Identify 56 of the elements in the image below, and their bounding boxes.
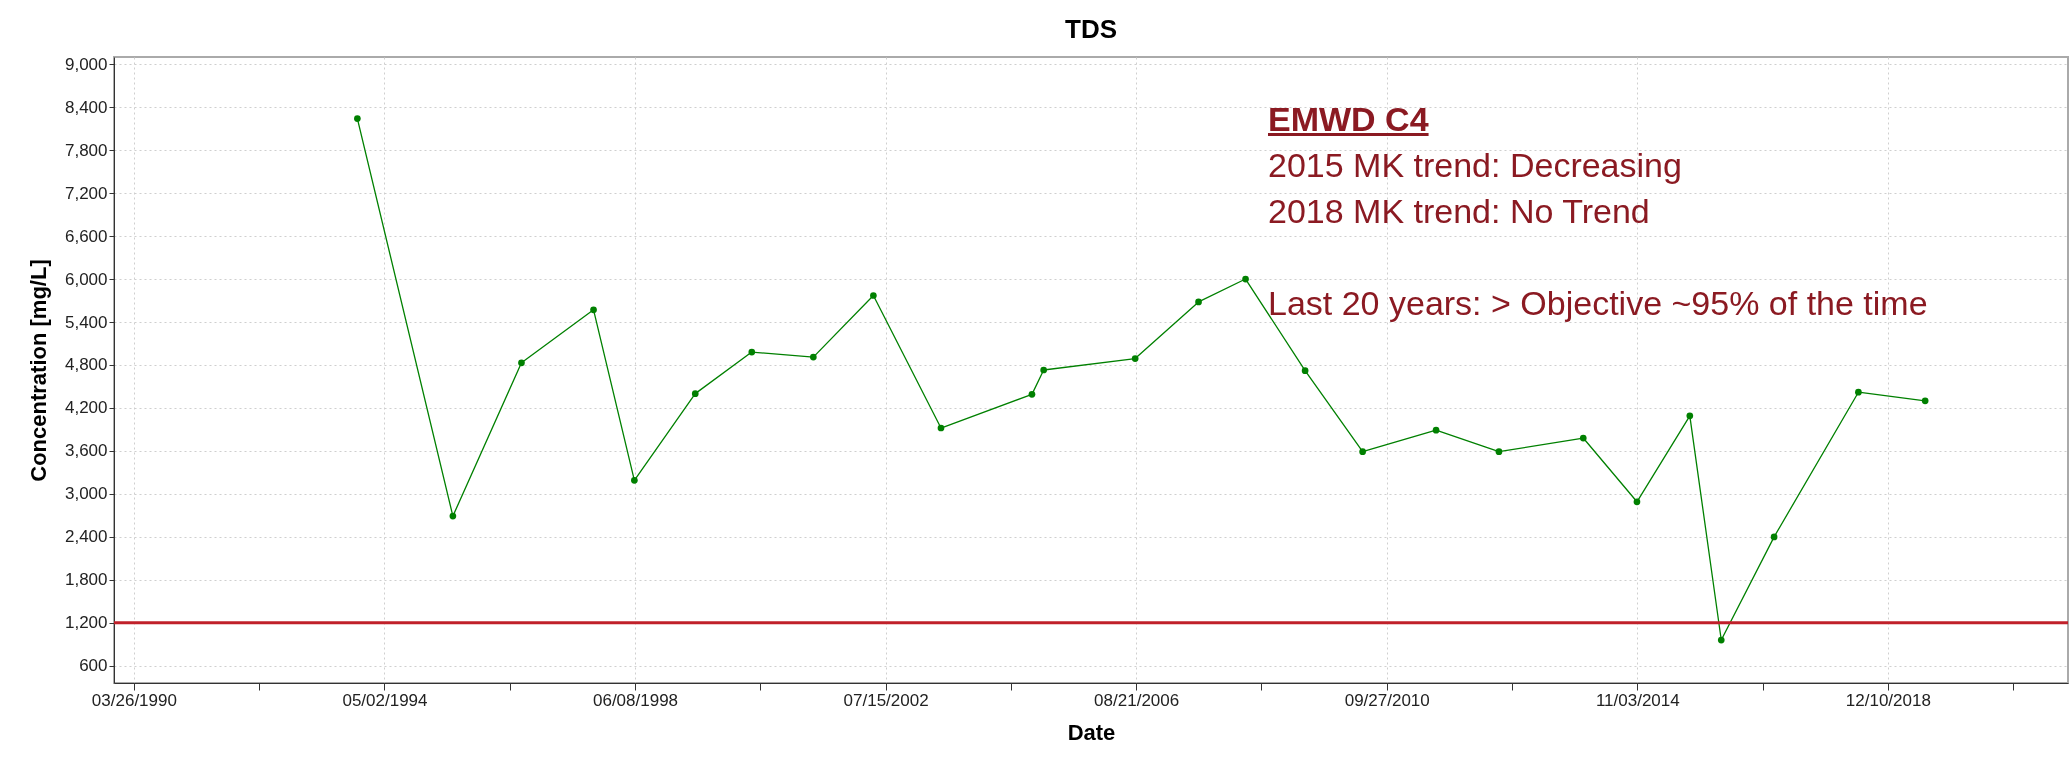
point <box>1432 426 1440 434</box>
y-tick-label: 6,000 <box>64 269 108 289</box>
chart-title: TDS <box>1065 14 1117 45</box>
point <box>631 476 638 484</box>
y-tick-label: 3,600 <box>64 441 108 461</box>
point <box>1855 388 1862 396</box>
y-tick-label: 600 <box>79 656 108 676</box>
x-tick-label: 11/03/2014 <box>1595 690 1680 710</box>
x-tick-label: 03/26/1990 <box>91 690 177 710</box>
point <box>1633 498 1641 506</box>
point <box>748 348 756 356</box>
point <box>1579 434 1587 442</box>
point <box>354 115 361 122</box>
point <box>1040 366 1048 374</box>
annotation: EMWD C4 <box>1268 99 1430 140</box>
x-tick-label: 09/27/2010 <box>1344 690 1430 710</box>
y-tick-label: 8,400 <box>64 97 108 117</box>
y-tick-label: 7,800 <box>64 140 108 160</box>
annotation: 2015 MK trend: Decreasing <box>1268 145 1683 186</box>
x-axis-title: Date <box>1067 719 1116 745</box>
y-tick-label: 7,200 <box>64 183 108 203</box>
point <box>1131 355 1139 362</box>
annotation: Last 20 years: > Objective ~95% of the time <box>1268 283 1928 324</box>
point <box>1359 448 1366 455</box>
point <box>937 424 945 432</box>
y-tick-label: 5,400 <box>64 312 108 332</box>
point <box>1770 533 1778 541</box>
point <box>870 292 877 299</box>
point <box>691 390 699 397</box>
point <box>590 306 597 314</box>
point <box>449 512 457 520</box>
y-tick-label: 6,600 <box>64 226 108 246</box>
y-tick-label: 3,000 <box>64 484 108 504</box>
point <box>809 353 817 361</box>
point <box>1242 275 1249 283</box>
point <box>518 359 525 367</box>
y-tick-label: 1,200 <box>64 613 108 633</box>
y-tick-label: 1,800 <box>64 570 108 590</box>
x-tick-label: 06/08/1998 <box>592 690 679 710</box>
point <box>1717 636 1725 644</box>
annotation: 2018 MK trend: No Trend <box>1268 191 1651 232</box>
point <box>1028 391 1036 398</box>
y-tick-label: 4,200 <box>64 398 108 418</box>
point <box>1495 448 1503 455</box>
y-tick-label: 4,800 <box>64 355 108 375</box>
x-tick-label: 12/10/2018 <box>1845 690 1931 710</box>
y-tick-label: 2,400 <box>64 527 108 547</box>
x-tick-label: 05/02/1994 <box>342 690 428 710</box>
y-tick-label: 9,000 <box>64 54 108 74</box>
point <box>1686 412 1694 420</box>
point <box>1195 298 1202 306</box>
x-tick-label: 08/21/2006 <box>1094 690 1180 710</box>
x-tick-label: 07/15/2002 <box>843 690 929 710</box>
point <box>1921 397 1929 405</box>
y-axis-title: Concentration [mg/L] <box>25 259 51 482</box>
point <box>1301 367 1309 375</box>
